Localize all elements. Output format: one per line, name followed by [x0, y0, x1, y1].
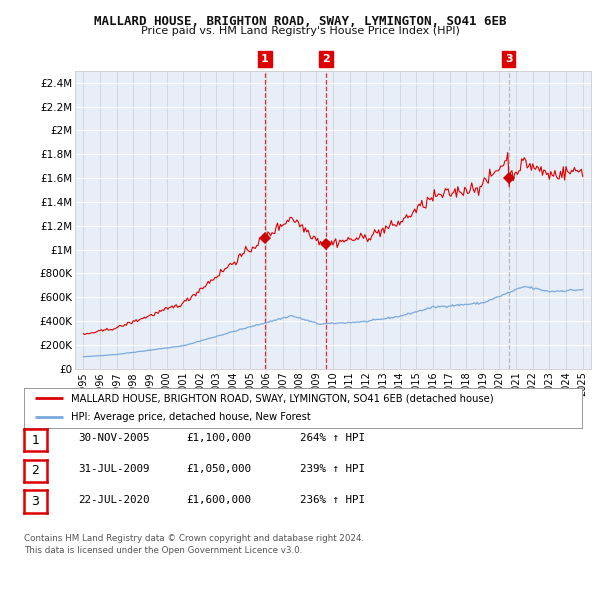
- Text: 30-NOV-2005: 30-NOV-2005: [78, 434, 149, 443]
- Text: 236% ↑ HPI: 236% ↑ HPI: [300, 495, 365, 504]
- Text: Price paid vs. HM Land Registry's House Price Index (HPI): Price paid vs. HM Land Registry's House …: [140, 26, 460, 36]
- Text: 3: 3: [31, 495, 40, 508]
- Text: £1,600,000: £1,600,000: [186, 495, 251, 504]
- Text: 239% ↑ HPI: 239% ↑ HPI: [300, 464, 365, 474]
- Text: 264% ↑ HPI: 264% ↑ HPI: [300, 434, 365, 443]
- Text: £1,100,000: £1,100,000: [186, 434, 251, 443]
- Text: HPI: Average price, detached house, New Forest: HPI: Average price, detached house, New …: [71, 412, 311, 422]
- Text: 1: 1: [261, 54, 269, 64]
- Text: 2: 2: [322, 54, 330, 64]
- Text: 2: 2: [31, 464, 40, 477]
- Text: 3: 3: [505, 54, 512, 64]
- Text: £1,050,000: £1,050,000: [186, 464, 251, 474]
- Text: MALLARD HOUSE, BRIGHTON ROAD, SWAY, LYMINGTON, SO41 6EB (detached house): MALLARD HOUSE, BRIGHTON ROAD, SWAY, LYMI…: [71, 394, 494, 404]
- Text: Contains HM Land Registry data © Crown copyright and database right 2024.
This d: Contains HM Land Registry data © Crown c…: [24, 534, 364, 555]
- Text: 22-JUL-2020: 22-JUL-2020: [78, 495, 149, 504]
- Text: 31-JUL-2009: 31-JUL-2009: [78, 464, 149, 474]
- Text: MALLARD HOUSE, BRIGHTON ROAD, SWAY, LYMINGTON, SO41 6EB: MALLARD HOUSE, BRIGHTON ROAD, SWAY, LYMI…: [94, 15, 506, 28]
- Text: 1: 1: [31, 434, 40, 447]
